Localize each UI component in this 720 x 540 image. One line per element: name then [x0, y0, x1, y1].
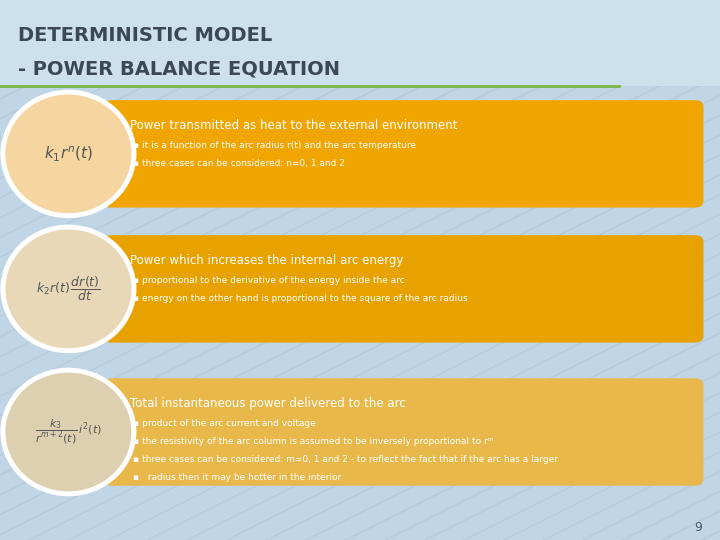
Ellipse shape — [6, 373, 132, 491]
Text: ▪ product of the arc current and voltage: ▪ product of the arc current and voltage — [133, 420, 316, 428]
Text: ▪ three cases can be considered: m=0, 1 and 2 - to reflect the fact that if the : ▪ three cases can be considered: m=0, 1 … — [133, 455, 558, 464]
Text: ▪ it is a function of the arc radius r(t) and the arc temperature: ▪ it is a function of the arc radius r(t… — [133, 141, 416, 150]
Ellipse shape — [0, 90, 137, 218]
Text: 9: 9 — [694, 521, 702, 534]
Text: ▪   radius then it may be hotter in the interior: ▪ radius then it may be hotter in the in… — [133, 473, 341, 482]
Text: ▪ energy on the other hand is proportional to the square of the arc radius: ▪ energy on the other hand is proportion… — [133, 294, 468, 303]
FancyBboxPatch shape — [0, 0, 720, 86]
Text: ▪ the resistivity of the arc column is assumed to be inversely proportional to r: ▪ the resistivity of the arc column is a… — [133, 437, 494, 446]
Text: Power transmitted as heat to the external environment: Power transmitted as heat to the externa… — [130, 119, 457, 132]
Text: DETERMINISTIC MODEL: DETERMINISTIC MODEL — [18, 25, 272, 45]
Ellipse shape — [0, 225, 137, 353]
Text: Total instantaneous power delivered to the arc: Total instantaneous power delivered to t… — [130, 396, 405, 410]
Text: $\dfrac{k_3}{r^{m+2}(t)}\,i^2(t)$: $\dfrac{k_3}{r^{m+2}(t)}\,i^2(t)$ — [35, 418, 102, 446]
FancyBboxPatch shape — [103, 100, 703, 208]
Text: ▪ proportional to the derivative of the energy inside the arc: ▪ proportional to the derivative of the … — [133, 276, 405, 285]
Ellipse shape — [6, 230, 132, 348]
Text: $k_2 r(t)\,\dfrac{dr(t)}{dt}$: $k_2 r(t)\,\dfrac{dr(t)}{dt}$ — [36, 274, 101, 303]
Ellipse shape — [6, 94, 132, 213]
Text: Power which increases the internal arc energy: Power which increases the internal arc e… — [130, 254, 403, 267]
Text: - POWER BALANCE EQUATION: - POWER BALANCE EQUATION — [18, 59, 340, 79]
FancyBboxPatch shape — [103, 378, 703, 486]
Ellipse shape — [0, 368, 137, 496]
Text: ▪ three cases can be considered: n=0, 1 and 2: ▪ three cases can be considered: n=0, 1 … — [133, 159, 345, 168]
FancyBboxPatch shape — [103, 235, 703, 342]
Text: $k_1 r^n(t)$: $k_1 r^n(t)$ — [44, 144, 93, 164]
